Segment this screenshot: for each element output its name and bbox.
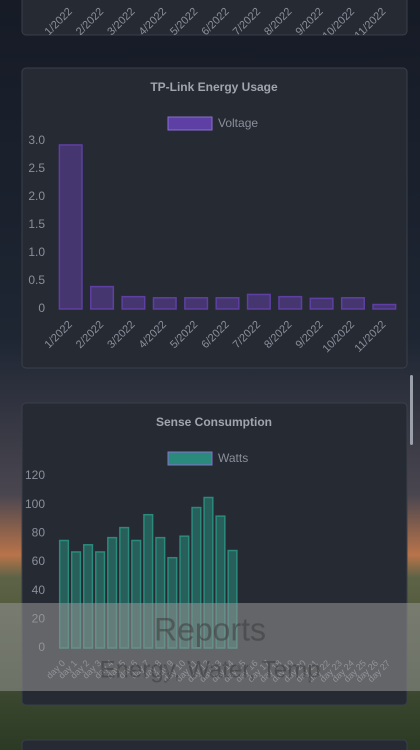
legend-label: Voltage (218, 116, 258, 130)
bar (90, 285, 115, 310)
y-tick-label: 1.0 (28, 245, 45, 259)
y-tick-label: 40 (32, 583, 46, 597)
bar (278, 295, 303, 310)
bar (58, 144, 83, 310)
bar (152, 297, 177, 310)
y-tick-label: 60 (32, 554, 46, 568)
bar (246, 293, 271, 310)
bar (184, 297, 209, 310)
y-tick-label: 0.5 (28, 273, 45, 287)
legend-label: Watts (218, 451, 248, 465)
card (21, 67, 408, 369)
y-tick-label: 0 (38, 301, 45, 315)
overlay-title: Reports (154, 611, 266, 647)
legend-swatch (167, 451, 213, 466)
y-tick-label: 120 (25, 468, 45, 482)
legend-swatch (167, 116, 213, 131)
y-tick-label: 1.5 (28, 217, 45, 231)
y-tick-label: 100 (25, 497, 45, 511)
y-tick-label: 2.0 (28, 189, 45, 203)
card (21, 0, 408, 36)
chart-title: TP-Link Energy Usage (150, 80, 278, 94)
chart-title: Sense Consumption (156, 415, 272, 429)
scrollbar (410, 375, 413, 445)
overlay-subtitle: Energy, Water, Temp (100, 656, 321, 683)
bar (340, 297, 365, 310)
bar (121, 295, 146, 310)
y-tick-label: 3.0 (28, 133, 45, 147)
y-tick-label: 2.5 (28, 161, 45, 175)
card (21, 739, 408, 750)
y-tick-label: 80 (32, 526, 46, 540)
bar (372, 303, 397, 310)
bar (215, 297, 240, 310)
overlay-band (0, 603, 420, 691)
bar (309, 297, 334, 310)
